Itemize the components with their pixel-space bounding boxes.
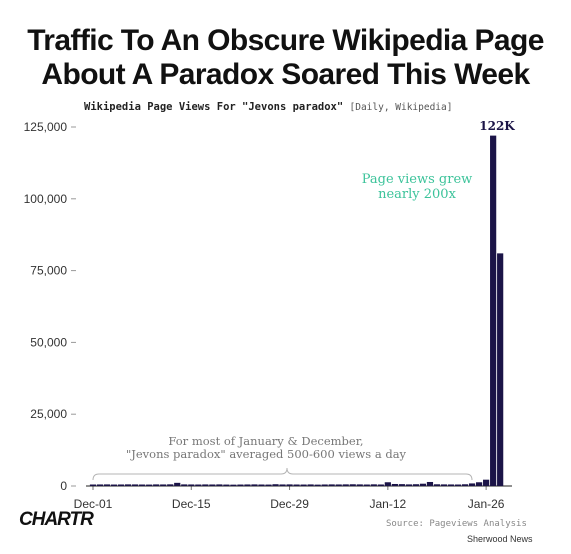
publisher-name: Sherwood News [467,534,533,544]
bar [117,484,125,486]
bar [209,484,216,486]
x-tick-label: Jan-12 [369,497,406,511]
bar [195,484,202,486]
bar [89,484,97,486]
chart-title-line-2: About A Paradox Soared This Week [41,58,530,91]
bar [153,484,160,486]
bar [223,484,230,486]
bar [370,484,377,486]
x-tick-label: Dec-29 [270,497,309,511]
bar [125,484,132,486]
bar [363,484,370,486]
growth-annotation-line-1: Page views grew [362,172,473,187]
bar [314,484,321,486]
bar [188,484,195,486]
bar [279,484,286,486]
bar [384,482,391,486]
bar [490,135,497,486]
bar [244,484,251,486]
bar [412,484,420,486]
bar [461,484,469,486]
bar [377,484,384,486]
bar [483,479,490,486]
source-note: Source: Pageviews Analysis [386,519,527,529]
y-axis: 0 25,000 50,000 75,000 100,000 125,000 [24,120,76,493]
y-tick-label: 50,000 [30,335,67,349]
bar [476,482,483,486]
bar [328,484,335,486]
bar [454,484,462,486]
bar [174,482,181,486]
chartr-logo: CHARTR [19,509,94,530]
bar [447,484,455,486]
bar [132,484,139,486]
x-tick-label: Dec-01 [74,497,113,511]
bar [258,484,265,486]
bar [286,484,293,486]
bar [356,484,363,486]
bar [265,484,272,486]
bar [237,484,244,486]
y-tick-label: 75,000 [30,264,67,278]
bar [110,484,118,486]
peak-value-label: 122K [479,119,515,133]
bar [349,484,356,486]
chart-title-line-1: Traffic To An Obscure Wikipedia Page [27,24,544,57]
bar [251,484,258,486]
bar [96,484,104,486]
bar [146,484,153,486]
bar [405,484,412,486]
bar [160,484,167,486]
chart-subtitle-main: Wikipedia Page Views For "Jevons paradox… [84,101,344,113]
average-annotation-line-2: "Jevons paradox" averaged 500-600 views … [126,447,407,461]
bar [419,483,427,486]
y-tick-label: 25,000 [30,407,67,421]
chart-title: Traffic To An Obscure Wikipedia Page Abo… [0,24,571,92]
x-tick-label: Dec-15 [172,497,211,511]
bar [293,484,300,486]
growth-annotation-line-2: nearly 200x [378,187,456,202]
bar [202,484,209,486]
bar [426,481,434,486]
bar [433,484,441,486]
bar [103,484,111,486]
bar [307,484,314,486]
y-tick-label: 100,000 [24,192,68,206]
bar [321,484,328,486]
bar [391,483,398,486]
bar [497,253,504,486]
average-annotation-line-1: For most of January & December, [168,434,363,448]
bar [440,484,448,486]
chart-subtitle: Wikipedia Page Views For "Jevons paradox… [84,101,452,113]
y-tick-label: 125,000 [24,120,68,134]
x-axis: Dec-01 Dec-15 Dec-29 Jan-12 Jan-26 [74,486,505,511]
bar [167,484,174,486]
average-bracket [92,467,473,481]
bar [216,484,223,486]
bar [272,484,279,486]
bar [300,484,307,486]
bar [139,484,146,486]
bar-series [89,135,504,486]
bar [342,484,349,486]
bar [335,484,342,486]
y-tick-label: 0 [60,479,67,493]
bar [181,484,188,486]
bar [468,483,476,486]
x-tick-label: Jan-26 [468,497,505,511]
chart-subtitle-source: [Daily, Wikipedia] [349,102,453,113]
bar [398,484,405,486]
bar [230,484,237,486]
